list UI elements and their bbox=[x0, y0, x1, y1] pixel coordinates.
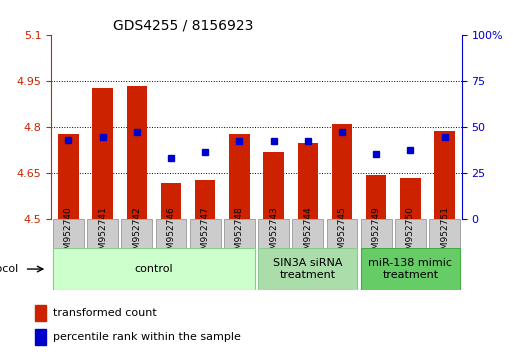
Text: GSM952747: GSM952747 bbox=[201, 206, 210, 261]
FancyBboxPatch shape bbox=[53, 219, 84, 248]
Text: GSM952744: GSM952744 bbox=[303, 206, 312, 261]
FancyBboxPatch shape bbox=[258, 248, 358, 290]
FancyBboxPatch shape bbox=[327, 219, 358, 248]
Bar bbox=[161, 183, 181, 219]
Text: miR-138 mimic
treatment: miR-138 mimic treatment bbox=[368, 258, 452, 280]
FancyBboxPatch shape bbox=[361, 219, 391, 248]
Bar bbox=[35, 305, 46, 321]
Text: control: control bbox=[134, 264, 173, 274]
FancyBboxPatch shape bbox=[87, 219, 118, 248]
Text: SIN3A siRNA
treatment: SIN3A siRNA treatment bbox=[273, 258, 343, 280]
Bar bbox=[298, 143, 318, 219]
Text: percentile rank within the sample: percentile rank within the sample bbox=[53, 332, 241, 342]
Bar bbox=[366, 175, 386, 219]
Text: GSM952746: GSM952746 bbox=[167, 206, 175, 261]
Bar bbox=[92, 87, 113, 219]
FancyBboxPatch shape bbox=[155, 219, 186, 248]
Bar bbox=[229, 133, 250, 219]
Bar bbox=[127, 86, 147, 219]
Text: GSM952750: GSM952750 bbox=[406, 206, 415, 261]
FancyBboxPatch shape bbox=[258, 219, 289, 248]
Text: GSM952743: GSM952743 bbox=[269, 206, 278, 261]
Text: transformed count: transformed count bbox=[53, 308, 157, 318]
Bar bbox=[332, 124, 352, 219]
Bar bbox=[195, 179, 215, 219]
FancyBboxPatch shape bbox=[395, 219, 426, 248]
Text: GSM952742: GSM952742 bbox=[132, 206, 141, 261]
FancyBboxPatch shape bbox=[122, 219, 152, 248]
FancyBboxPatch shape bbox=[53, 248, 255, 290]
Bar bbox=[58, 133, 78, 219]
Bar bbox=[435, 131, 455, 219]
Text: protocol: protocol bbox=[0, 264, 18, 274]
Bar bbox=[35, 329, 46, 345]
Bar bbox=[400, 178, 421, 219]
FancyBboxPatch shape bbox=[361, 248, 460, 290]
FancyBboxPatch shape bbox=[292, 219, 323, 248]
Text: GSM952749: GSM952749 bbox=[372, 206, 381, 261]
Text: GSM952740: GSM952740 bbox=[64, 206, 73, 261]
Bar bbox=[263, 152, 284, 219]
Text: GDS4255 / 8156923: GDS4255 / 8156923 bbox=[113, 19, 253, 33]
FancyBboxPatch shape bbox=[429, 219, 460, 248]
Text: GSM952741: GSM952741 bbox=[98, 206, 107, 261]
Text: GSM952748: GSM952748 bbox=[235, 206, 244, 261]
FancyBboxPatch shape bbox=[190, 219, 221, 248]
Text: GSM952751: GSM952751 bbox=[440, 206, 449, 261]
Text: GSM952745: GSM952745 bbox=[338, 206, 346, 261]
FancyBboxPatch shape bbox=[224, 219, 255, 248]
